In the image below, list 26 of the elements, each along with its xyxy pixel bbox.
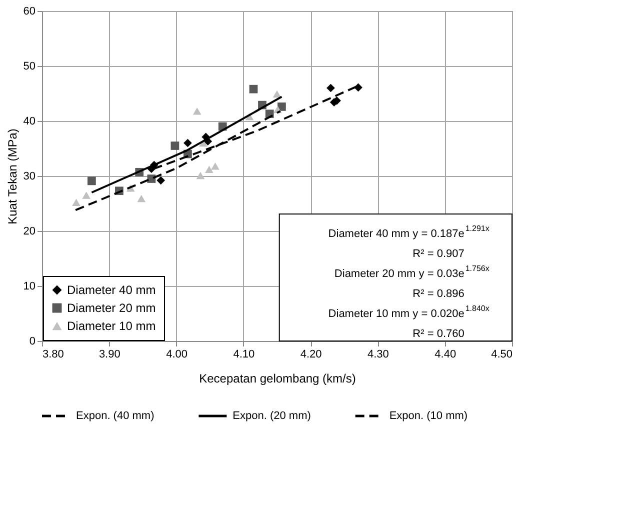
annotation: R² = 0.760 (412, 328, 464, 340)
y-tick-label: 0 (29, 336, 36, 348)
annotation: R² = 0.896 (412, 288, 464, 300)
annotation: R² = 0.907 (412, 248, 464, 260)
legend-label: Expon. (10 mm) (389, 410, 468, 422)
y-tick-label: 10 (23, 280, 36, 292)
y-axis-title: Kuat Tekan (MPa) (5, 128, 20, 224)
x-tick-label: 4.20 (300, 348, 322, 360)
x-tick-label: 4.50 (491, 348, 512, 360)
y-tick-label: 60 (23, 6, 36, 18)
legend-label: Diameter 40 mm (67, 283, 156, 297)
y-tick-label: 20 (23, 226, 36, 238)
x-tick-label: 4.40 (434, 348, 456, 360)
x-tick-label: 3.80 (42, 348, 64, 360)
x-tick-label: 3.90 (98, 348, 120, 360)
legend-label: Diameter 10 mm (67, 319, 156, 333)
y-tick-label: 30 (23, 170, 36, 182)
legend-label: Expon. (20 mm) (232, 410, 311, 422)
x-tick-label: 4.30 (368, 348, 389, 360)
y-tick-label: 50 (23, 60, 36, 72)
y-tick-label: 40 (23, 116, 36, 128)
x-tick-label: 4.10 (233, 348, 255, 360)
legend-label: Diameter 20 mm (67, 301, 156, 315)
legend-label: Expon. (40 mm) (76, 410, 154, 422)
x-tick-label: 4.00 (166, 348, 188, 360)
x-axis-title: Kecepatan gelombang (km/s) (199, 372, 356, 386)
